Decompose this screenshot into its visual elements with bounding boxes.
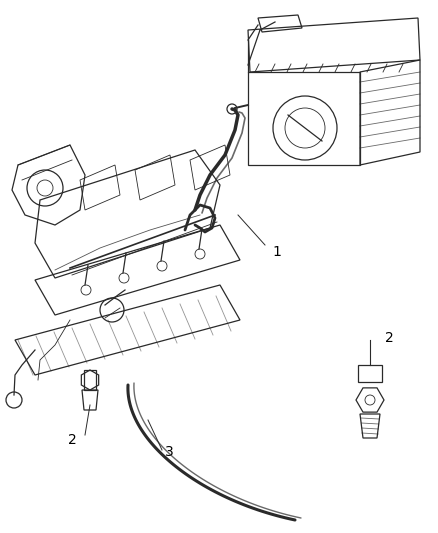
Text: 2: 2	[385, 331, 394, 345]
Text: 2: 2	[68, 433, 77, 447]
Text: 1: 1	[272, 245, 281, 259]
Text: 3: 3	[165, 445, 174, 459]
